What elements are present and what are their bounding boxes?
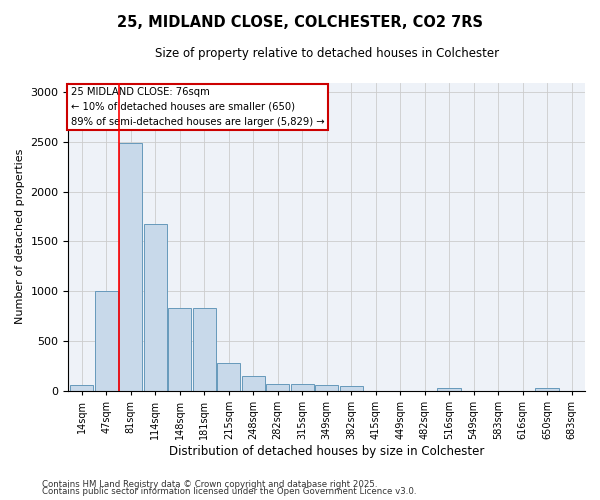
Bar <box>315 385 338 390</box>
Bar <box>193 308 216 390</box>
Bar <box>266 384 289 390</box>
Bar <box>217 362 241 390</box>
Title: Size of property relative to detached houses in Colchester: Size of property relative to detached ho… <box>155 48 499 60</box>
Bar <box>70 384 94 390</box>
Text: Contains public sector information licensed under the Open Government Licence v3: Contains public sector information licen… <box>42 488 416 496</box>
Y-axis label: Number of detached properties: Number of detached properties <box>15 149 25 324</box>
Bar <box>95 291 118 390</box>
Bar <box>168 308 191 390</box>
Text: 25 MIDLAND CLOSE: 76sqm
← 10% of detached houses are smaller (650)
89% of semi-d: 25 MIDLAND CLOSE: 76sqm ← 10% of detache… <box>71 87 325 126</box>
Bar <box>437 388 461 390</box>
Text: Contains HM Land Registry data © Crown copyright and database right 2025.: Contains HM Land Registry data © Crown c… <box>42 480 377 489</box>
Text: 25, MIDLAND CLOSE, COLCHESTER, CO2 7RS: 25, MIDLAND CLOSE, COLCHESTER, CO2 7RS <box>117 15 483 30</box>
Bar <box>290 384 314 390</box>
Bar <box>535 388 559 390</box>
Bar <box>340 386 363 390</box>
Bar <box>119 143 142 390</box>
X-axis label: Distribution of detached houses by size in Colchester: Distribution of detached houses by size … <box>169 444 484 458</box>
Bar <box>143 224 167 390</box>
Bar <box>242 376 265 390</box>
